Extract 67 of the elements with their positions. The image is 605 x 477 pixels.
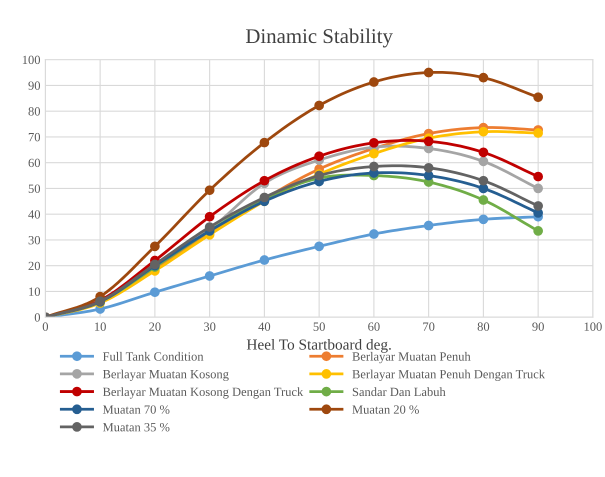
y-tick-label: 70 (28, 132, 40, 142)
y-tick-label: 100 (22, 56, 40, 64)
point (369, 138, 379, 148)
x-axis-title: Heel To Startboard deg. (246, 338, 391, 353)
chart-title: Dinamic Stability (246, 28, 393, 48)
y-tick-label: 40 (28, 210, 40, 219)
point (369, 77, 379, 87)
x-tick-label: 0 (42, 322, 48, 331)
point (260, 138, 270, 148)
point (478, 195, 488, 205)
x-tick-label: 80 (478, 322, 490, 331)
point (478, 214, 488, 224)
point (478, 147, 488, 158)
point (260, 176, 270, 186)
x-tick-label: 90 (532, 322, 544, 331)
point (204, 222, 214, 232)
point (424, 68, 434, 78)
x-tick-label: 50 (314, 322, 325, 331)
point (424, 136, 434, 146)
x-tick-label: 60 (368, 322, 380, 331)
y-tick-label: 0 (34, 313, 40, 322)
point (478, 176, 488, 186)
point (533, 201, 544, 211)
y-tick-label: 30 (28, 236, 40, 244)
point (369, 229, 379, 239)
x-tick-label: 30 (204, 322, 216, 331)
point (204, 185, 214, 196)
point (478, 156, 488, 166)
y-tick-label: 60 (28, 158, 40, 168)
point (260, 255, 270, 265)
legend-label: Muatan 35 % (102, 422, 170, 432)
y-tick-label: 90 (28, 81, 40, 90)
point (150, 242, 160, 252)
point (369, 148, 379, 159)
legend-label: Berlayar Muatan Penuh Dengan Truck (352, 370, 546, 381)
x-tick-label: 100 (584, 322, 602, 331)
x-tick-label: 20 (149, 322, 161, 331)
point (204, 212, 214, 222)
legend-label: Berlayar Muatan Kosong Dengan Truck (102, 387, 304, 399)
legend-label: Berlayar Muatan Kosong (102, 370, 229, 381)
x-tick-label: 70 (423, 322, 434, 331)
y-tick-label: 20 (28, 262, 40, 270)
point (478, 126, 488, 137)
point (533, 128, 544, 138)
point (424, 220, 434, 230)
point (533, 184, 544, 194)
point (314, 151, 324, 162)
point (533, 226, 544, 236)
point (204, 271, 214, 281)
legend-label: Full Tank Condition (102, 352, 204, 361)
legend-label: Berlayar Muatan Penuh (352, 352, 471, 364)
legend-label: Muatan 70 % (102, 405, 170, 414)
point (424, 162, 434, 173)
legend-label: Muatan 20 % (352, 405, 419, 414)
x-tick-label: 40 (258, 322, 270, 331)
point (478, 72, 488, 83)
point (314, 100, 324, 110)
point (533, 172, 544, 182)
y-tick-label: 50 (28, 184, 40, 193)
legend-label: Sandar Dan Labuh (352, 387, 446, 396)
point (533, 92, 544, 102)
point (369, 162, 379, 172)
y-tick-label: 80 (28, 107, 40, 116)
point (150, 287, 160, 298)
x-tick-label: 10 (94, 322, 106, 331)
y-tick-label: 10 (29, 287, 40, 296)
point (314, 242, 324, 252)
